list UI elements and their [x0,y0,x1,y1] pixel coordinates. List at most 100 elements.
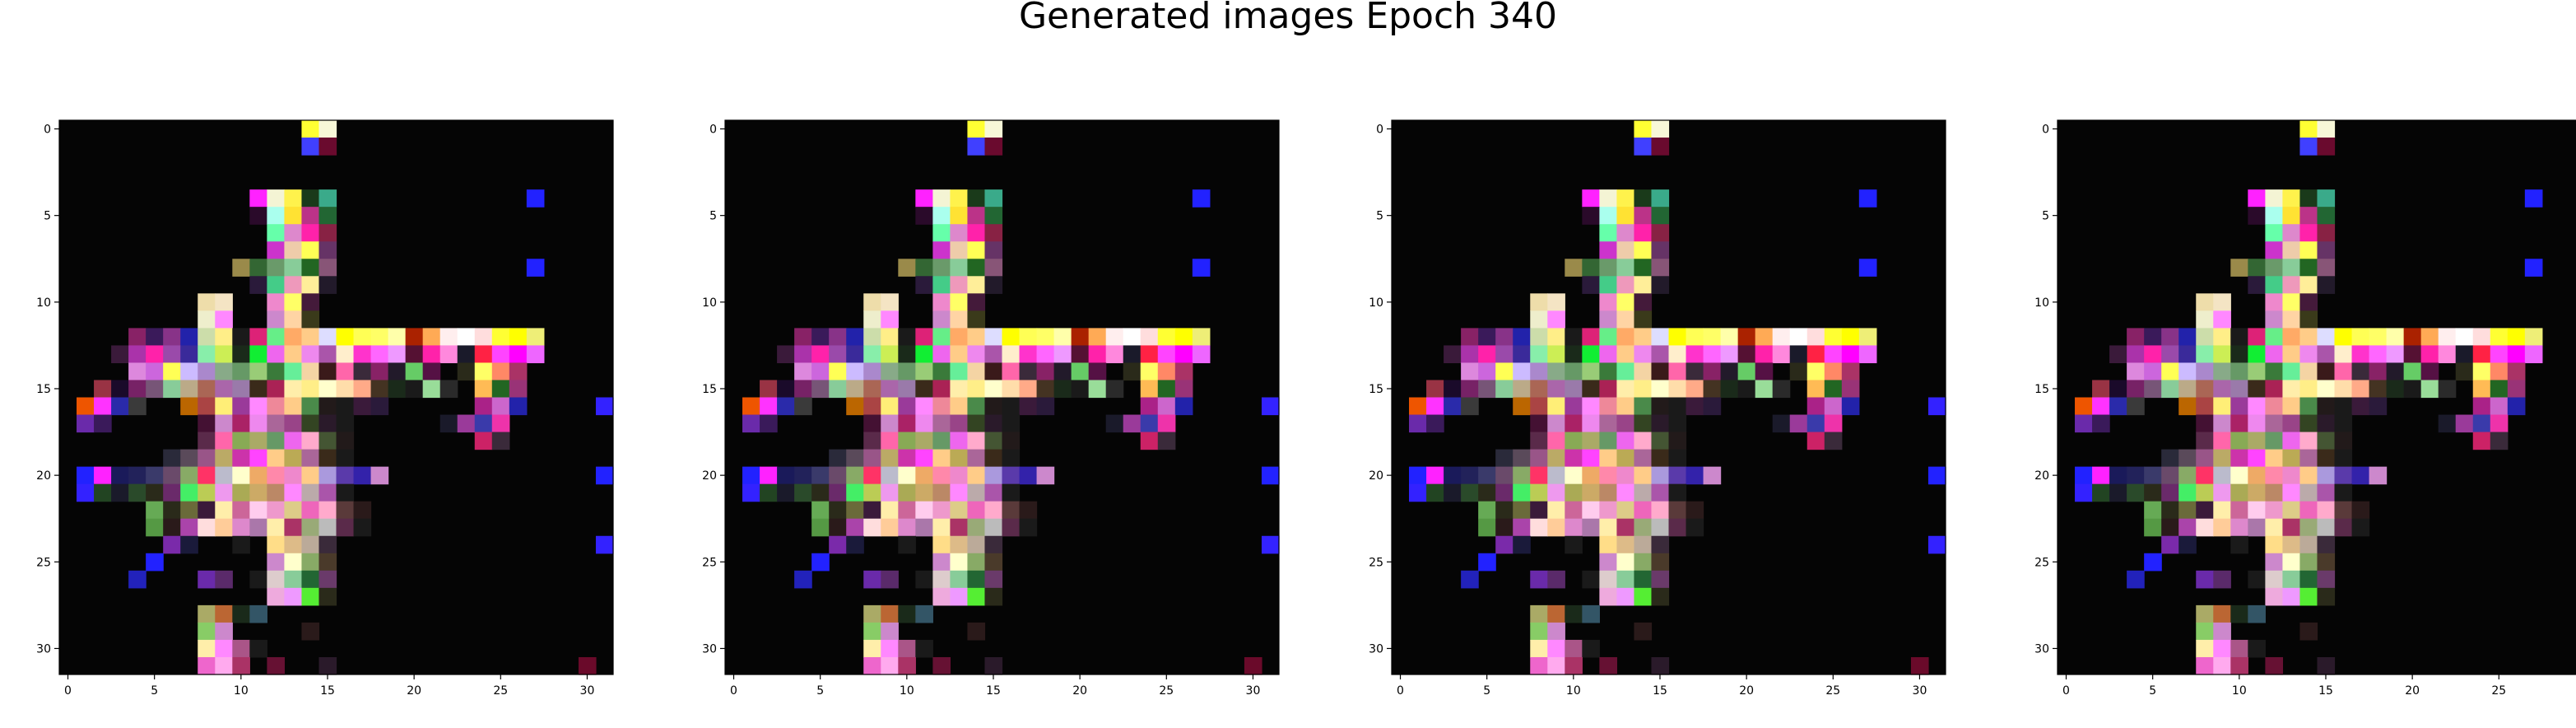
pixel-cell [301,380,320,399]
pixel-cell [1036,466,1055,485]
pixel-cell [215,293,233,311]
pixel-cell [881,414,899,433]
pixel-cell [984,189,1003,208]
pixel-cell [2507,345,2526,364]
pixel-cell [146,380,164,399]
pixel-cell [2127,570,2145,589]
pixel-cell [1686,518,1704,537]
pixel-cell [267,328,286,347]
pixel-cell [2196,397,2214,416]
pixel-cell [1157,397,1176,416]
pixel-cell [2455,414,2474,433]
pixel-cell [353,466,372,485]
pixel-cell [1806,345,1825,364]
pixel-cell [2196,345,2214,364]
pixel-cell [1841,345,1860,364]
x-tick-label: 15 [2318,684,2333,698]
pixel-cell [863,518,881,537]
pixel-cell [457,414,476,433]
pixel-cell [457,328,476,347]
pixel-cell [1616,449,1635,468]
pixel-cell [2524,189,2543,208]
pixel-cell [932,189,951,208]
pixel-cell [267,518,286,537]
pixel-cell [1547,449,1565,468]
pixel-cell [301,553,320,572]
pixel-cell [2248,466,2266,485]
pixel-cell [2213,414,2231,433]
pixel-cell [2351,328,2370,347]
pixel-cell [249,639,267,658]
pixel-cell [2265,380,2284,399]
pixel-cell [1668,501,1687,520]
pixel-cell [1461,397,1479,416]
pixel-cell [1634,259,1653,277]
pixel-cell [1565,397,1583,416]
y-tick-label: 15 [1369,383,1383,396]
pixel-cell [474,397,493,416]
pixel-cell [846,501,864,520]
pixel-cell [1772,414,1791,433]
pixel-cell [2317,483,2336,502]
pixel-cell [1806,397,1825,416]
pixel-cell [198,570,216,589]
pixel-cell [301,241,320,259]
pixel-cell [1105,328,1124,347]
x-tick-label: 20 [2405,684,2420,698]
pixel-cell [301,449,320,468]
pixel-cell [1461,362,1479,381]
pixel-cell [1582,466,1600,485]
pixel-cell [128,483,146,502]
pixel-cell [777,483,795,502]
pixel-cell [2248,207,2266,225]
pixel-cell [967,259,986,277]
pixel-cell [111,483,129,502]
pixel-cell [2334,483,2353,502]
pixel-cell [881,310,899,329]
pixel-cell [2299,449,2318,468]
pixel-cell [2299,224,2318,242]
pixel-cell [881,380,899,399]
pixel-cell [1426,397,1444,416]
pixel-cell [2282,587,2301,606]
pixel-cell [2127,483,2145,502]
pixel-cell [2317,276,2336,294]
pixel-cell [1651,587,1670,606]
pixel-cell [1720,362,1739,381]
pixel-cell [967,241,986,259]
pixel-cell [215,345,233,364]
pixel-cell [846,345,864,364]
pixel-cell [2317,328,2336,347]
pixel-cell [2230,328,2248,347]
pixel-cell [2299,414,2318,433]
pixel-cell [2299,276,2318,294]
pixel-cell [846,518,864,537]
pixel-cell [2334,397,2353,416]
pixel-cell [881,622,899,641]
pixel-cell [267,345,286,364]
pixel-cell [267,553,286,572]
pixel-cell [1123,362,1142,381]
pixel-cell [2351,345,2370,364]
pixel-cell [984,397,1003,416]
pixel-cell [1530,604,1548,623]
pixel-cell [1495,501,1514,520]
pixel-cell [863,345,881,364]
pixel-cell [2317,120,2336,138]
pixel-cell [1495,483,1514,502]
pixel-cell [94,414,112,433]
pixel-cell [932,259,951,277]
pixel-cell [811,380,830,399]
pixel-cell [1547,466,1565,485]
pixel-cell [1513,397,1531,416]
pixel-cell [2213,466,2231,485]
pixel-cell [967,310,986,329]
pixel-cell [1824,397,1843,416]
pixel-cell [284,449,303,468]
pixel-cell [198,622,216,641]
pixel-cell [1599,189,1618,208]
pixel-cell [1426,466,1444,485]
pixel-cell [2299,189,2318,208]
pixel-cell [760,483,778,502]
pixel-cell [915,466,933,485]
